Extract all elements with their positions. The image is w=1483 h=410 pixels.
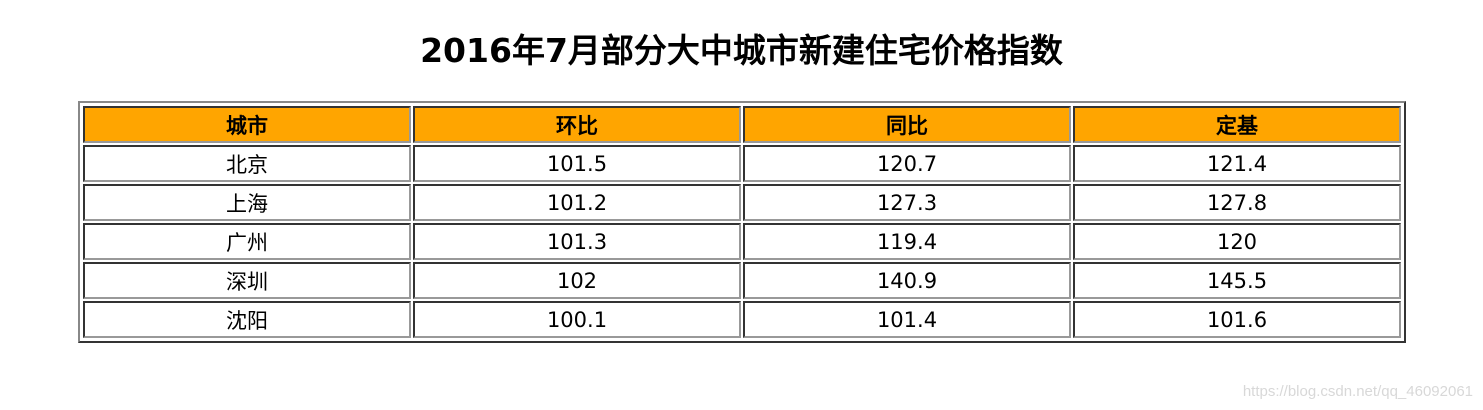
table-cell: 101.2 [413, 184, 741, 221]
table-cell: 145.5 [1073, 262, 1401, 299]
table-row: 深圳 102 140.9 145.5 [83, 262, 1401, 299]
table-cell: 120 [1073, 223, 1401, 260]
table-cell: 广州 [83, 223, 411, 260]
table-cell: 119.4 [743, 223, 1071, 260]
watermark: https://blog.csdn.net/qq_46092061 [1242, 383, 1473, 400]
table-cell: 100.1 [413, 301, 741, 338]
table-cell: 127.3 [743, 184, 1071, 221]
table-header-row: 城市 环比 同比 定基 [83, 106, 1401, 143]
header-mom: 环比 [413, 106, 741, 143]
table-cell: 102 [413, 262, 741, 299]
header-base: 定基 [1073, 106, 1401, 143]
table-cell: 北京 [83, 145, 411, 182]
table-cell: 101.4 [743, 301, 1071, 338]
table-row: 广州 101.3 119.4 120 [83, 223, 1401, 260]
table-row: 沈阳 100.1 101.4 101.6 [83, 301, 1401, 338]
table-cell: 127.8 [1073, 184, 1401, 221]
table-cell: 101.6 [1073, 301, 1401, 338]
table-cell: 121.4 [1073, 145, 1401, 182]
table-row: 上海 101.2 127.3 127.8 [83, 184, 1401, 221]
table-cell: 101.3 [413, 223, 741, 260]
header-yoy: 同比 [743, 106, 1071, 143]
table-row: 北京 101.5 120.7 121.4 [83, 145, 1401, 182]
table-cell: 120.7 [743, 145, 1071, 182]
price-index-table: 城市 环比 同比 定基 北京 101.5 120.7 121.4 上海 101.2 127.… [78, 101, 1406, 343]
table-cell: 101.5 [413, 145, 741, 182]
page-title: 2016年7月部分大中城市新建住宅价格指数 [420, 31, 1063, 70]
table-cell: 深圳 [83, 262, 411, 299]
table-cell: 上海 [83, 184, 411, 221]
table-cell: 140.9 [743, 262, 1071, 299]
table-cell: 沈阳 [83, 301, 411, 338]
header-city: 城市 [83, 106, 411, 143]
